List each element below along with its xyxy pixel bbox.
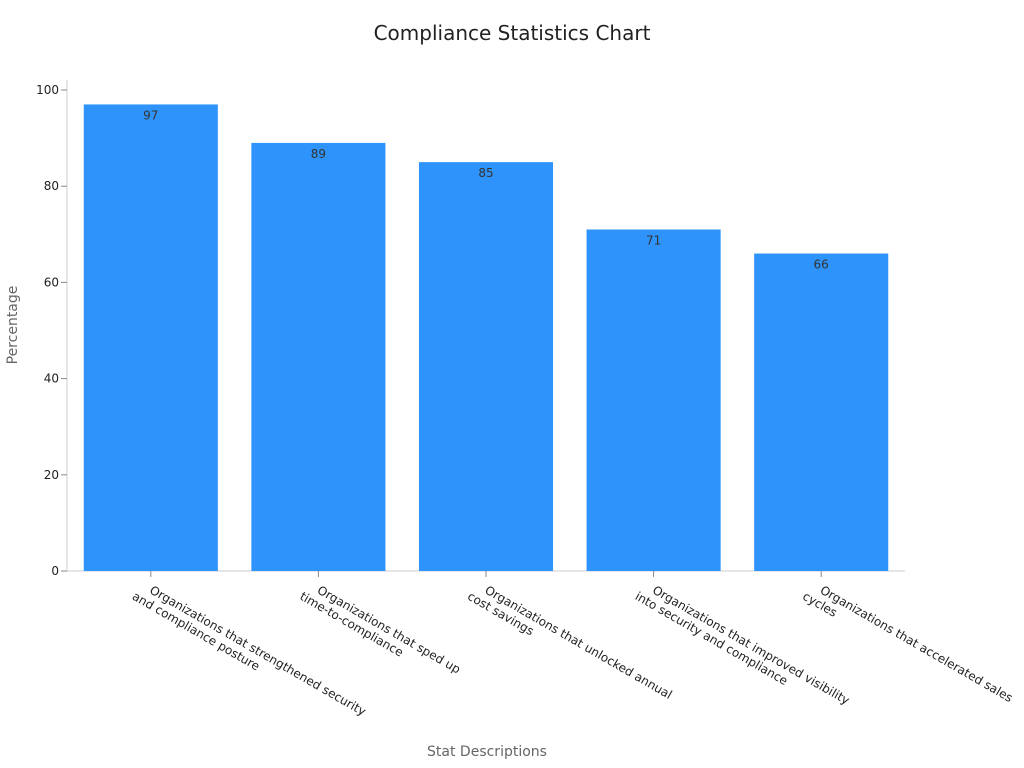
bar (83, 104, 218, 572)
chart-title: Compliance Statistics Chart (374, 21, 651, 45)
y-tick-label: 40 (44, 372, 59, 386)
y-tick-label: 60 (44, 275, 59, 289)
x-axis-label: Stat Descriptions (427, 744, 547, 760)
bar (251, 142, 386, 571)
bar (418, 162, 554, 571)
y-tick-label: 20 (44, 468, 59, 482)
y-tick-label: 80 (44, 179, 59, 193)
bar (754, 253, 889, 572)
value-label: 97 (143, 108, 158, 122)
value-label: 66 (814, 258, 829, 272)
y-axis-label: Percentage (5, 286, 21, 365)
x-tick-label: Organizations that sped uptime-to-compli… (298, 577, 463, 689)
value-label: 71 (646, 233, 661, 247)
value-label: 85 (478, 166, 493, 180)
y-tick-label: 0 (51, 564, 59, 578)
y-tick-label: 100 (36, 83, 59, 97)
value-label: 89 (311, 147, 326, 161)
bar (586, 229, 721, 572)
